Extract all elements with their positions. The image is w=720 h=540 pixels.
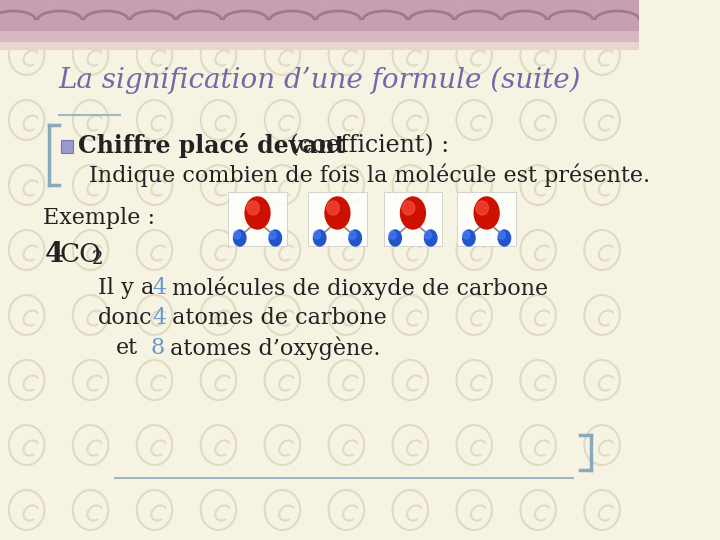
Circle shape (476, 201, 488, 215)
Ellipse shape (233, 230, 246, 246)
Text: 8: 8 (151, 337, 165, 359)
Text: 4: 4 (153, 307, 167, 329)
Ellipse shape (498, 230, 510, 246)
FancyBboxPatch shape (0, 0, 639, 35)
Circle shape (402, 201, 415, 215)
Text: atomes d’oxygène.: atomes d’oxygène. (163, 336, 381, 360)
FancyBboxPatch shape (0, 42, 639, 50)
Text: 4: 4 (153, 277, 167, 299)
Circle shape (425, 231, 431, 239)
Ellipse shape (474, 197, 499, 229)
Ellipse shape (245, 197, 270, 229)
Circle shape (233, 231, 240, 239)
Ellipse shape (463, 230, 475, 246)
Text: (coefficient) :: (coefficient) : (282, 134, 449, 158)
Circle shape (269, 231, 276, 239)
Circle shape (327, 201, 339, 215)
FancyBboxPatch shape (384, 192, 442, 246)
Text: Il y a: Il y a (98, 277, 154, 299)
Ellipse shape (425, 230, 437, 246)
Text: Exemple :: Exemple : (42, 207, 155, 229)
Text: 4: 4 (45, 240, 63, 267)
FancyBboxPatch shape (61, 140, 73, 153)
FancyBboxPatch shape (228, 192, 287, 246)
Ellipse shape (389, 230, 401, 246)
Text: Chiffre placé devant: Chiffre placé devant (78, 133, 346, 159)
Text: donc: donc (98, 307, 153, 329)
Ellipse shape (325, 197, 350, 229)
Ellipse shape (269, 230, 282, 246)
Circle shape (389, 231, 396, 239)
Text: CO: CO (60, 241, 102, 267)
Circle shape (247, 201, 259, 215)
Text: Indique combien de fois la molécule est présente.: Indique combien de fois la molécule est … (89, 163, 650, 187)
FancyBboxPatch shape (0, 31, 639, 45)
Circle shape (349, 231, 356, 239)
Circle shape (313, 231, 320, 239)
Text: atomes de carbone: atomes de carbone (165, 307, 387, 329)
FancyBboxPatch shape (308, 192, 366, 246)
Text: molécules de dioxyde de carbone: molécules de dioxyde de carbone (165, 276, 549, 300)
FancyBboxPatch shape (457, 192, 516, 246)
Ellipse shape (313, 230, 326, 246)
Text: 2: 2 (91, 250, 103, 268)
Circle shape (463, 231, 469, 239)
Ellipse shape (400, 197, 426, 229)
Text: La signification d’une formule (suite): La signification d’une formule (suite) (58, 66, 581, 93)
Circle shape (498, 231, 505, 239)
Ellipse shape (349, 230, 361, 246)
Text: et: et (115, 337, 138, 359)
